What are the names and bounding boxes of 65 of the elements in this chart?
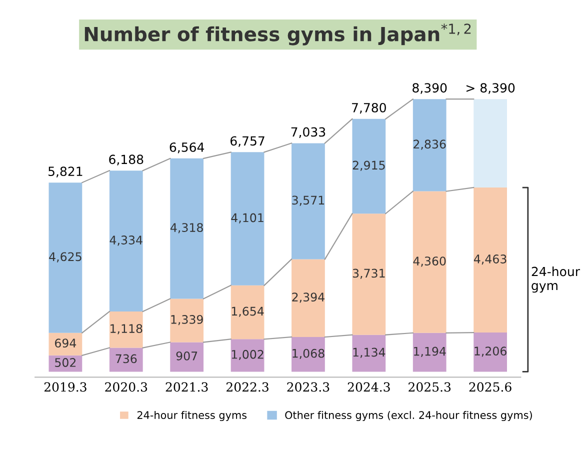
- data-label: 3,731: [352, 268, 385, 279]
- bar: [352, 118, 386, 214]
- data-label: 3,571: [292, 196, 324, 206]
- data-label: 4,625: [49, 252, 82, 262]
- bar: [109, 311, 143, 348]
- x-tick-label: 2025.3: [408, 382, 451, 392]
- x-tick-label: 2021.3: [166, 382, 208, 392]
- bar: [109, 170, 143, 312]
- x-tick-label: 2019.3: [44, 382, 86, 392]
- total-label: 7,780: [352, 102, 386, 114]
- total-label: 5,821: [48, 166, 82, 178]
- total-label: > 8,390: [466, 83, 515, 94]
- data-label: 2,915: [352, 160, 385, 171]
- x-tick-label: 2024.3: [348, 382, 390, 392]
- data-label: 4,101: [231, 213, 264, 224]
- bar: [170, 298, 204, 342]
- bar: [170, 342, 204, 372]
- bar: [292, 143, 325, 260]
- data-label: 1,654: [232, 306, 264, 317]
- text: 24-hour gym: [532, 266, 580, 293]
- bar: [48, 182, 82, 333]
- data-label: 4,318: [170, 223, 203, 234]
- x-tick-label: 2025.6: [469, 382, 512, 392]
- data-label: 4,334: [110, 236, 142, 246]
- data-label: 1,118: [110, 324, 142, 334]
- data-label: 4,360: [413, 256, 446, 267]
- data-label: 2,836: [414, 140, 446, 150]
- bar: [352, 214, 386, 335]
- data-label: 4,463: [474, 254, 506, 265]
- bar: [474, 332, 507, 372]
- bar: [292, 337, 325, 372]
- total-label: 6,564: [170, 142, 204, 154]
- total-label: 6,757: [230, 136, 264, 147]
- data-label: 736: [116, 354, 137, 364]
- data-label: 1,194: [414, 346, 446, 357]
- chart-title: Number of fitness gyms in Japan$^{*1,2}$: [84, 24, 471, 46]
- data-label: 1,339: [171, 314, 203, 326]
- data-label: 502: [55, 358, 76, 367]
- x-tick-label: 2023.3: [287, 382, 330, 392]
- total-label: 7,033: [291, 127, 326, 138]
- data-label: 1,068: [292, 348, 324, 359]
- data-label: 907: [176, 351, 198, 360]
- bar: [412, 191, 446, 333]
- data-label: 1,002: [232, 350, 264, 360]
- bar: [474, 99, 507, 188]
- bar: [230, 339, 264, 372]
- bar: [292, 259, 325, 338]
- data-label: 694: [55, 338, 76, 348]
- bar: [352, 334, 386, 372]
- data-label: 1,206: [474, 346, 506, 357]
- total-label: 8,390: [412, 83, 447, 94]
- bar: [474, 188, 507, 333]
- bar: [412, 332, 446, 372]
- bar: [230, 285, 264, 340]
- x-tick-label: 2020.3: [105, 382, 148, 392]
- bar: [412, 99, 446, 192]
- bar: [109, 348, 143, 372]
- legend-label: Other fitness gyms (excl. 24-hour fitness gyms): [285, 410, 532, 422]
- total-label: 6,188: [109, 154, 144, 166]
- bar: [230, 152, 264, 286]
- bar: [170, 158, 204, 299]
- legend-label: 24-hour fitness gyms: [137, 410, 247, 422]
- data-label: 2,394: [292, 292, 324, 303]
- x-tick-label: 2022.3: [226, 382, 268, 392]
- data-label: 1,134: [353, 348, 386, 358]
